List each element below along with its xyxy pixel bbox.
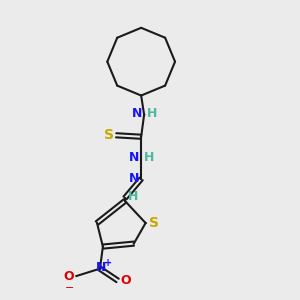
Text: N: N	[129, 151, 140, 164]
Text: H: H	[147, 107, 158, 120]
Text: O: O	[121, 274, 131, 287]
Text: N: N	[132, 107, 142, 120]
Text: N: N	[96, 261, 106, 274]
Text: N: N	[129, 172, 140, 185]
Text: −: −	[65, 284, 74, 293]
Text: H: H	[128, 190, 138, 203]
Text: H: H	[144, 151, 154, 164]
Text: O: O	[63, 269, 74, 283]
Text: S: S	[148, 216, 158, 230]
Text: +: +	[104, 258, 112, 268]
Text: S: S	[104, 128, 114, 142]
